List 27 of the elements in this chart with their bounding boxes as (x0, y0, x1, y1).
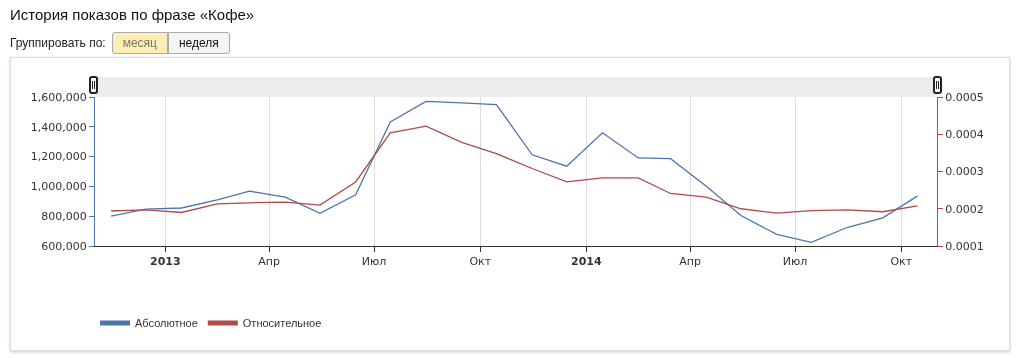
x-tick-label: 2013 (150, 255, 181, 269)
y2-tick-label: 0.0001 (945, 239, 984, 253)
legend-label: Относительное (242, 317, 322, 330)
x-tick-label: 2014 (571, 255, 603, 269)
y-tick-label: 600,000 (41, 239, 87, 253)
y-tick-label: 800,000 (41, 210, 87, 224)
y2-tick-label: 0.0002 (945, 202, 984, 216)
text: неделя (167, 32, 230, 54)
text: Группировать по: (10, 36, 106, 50)
y-tick-label: 1,400,000 (30, 120, 87, 134)
x-tick-label: Апр (258, 255, 281, 269)
x-tick-label: Окт (469, 255, 492, 269)
y-tick-label: 1,000,000 (30, 180, 87, 194)
text: месяц (111, 32, 168, 54)
y-tick-label: 1,200,000 (30, 150, 87, 164)
y2-tick-label: 0.0003 (945, 165, 984, 179)
y2-tick-label: 0.0005 (945, 90, 984, 104)
x-tick-label: Апр (679, 255, 702, 269)
chart-title: История показов по фразе «Кофе» (10, 6, 255, 23)
x-tick-label: Окт (890, 255, 913, 269)
y-tick-label: 1,600,000 (30, 90, 87, 104)
x-tick-label: Июл (361, 255, 387, 269)
line-series (110, 100, 919, 243)
y2-tick-label: 0.0004 (945, 128, 984, 142)
legend-label: Абсолютное (135, 317, 198, 330)
line-series (110, 125, 919, 214)
x-tick-label: Июл (782, 255, 808, 269)
